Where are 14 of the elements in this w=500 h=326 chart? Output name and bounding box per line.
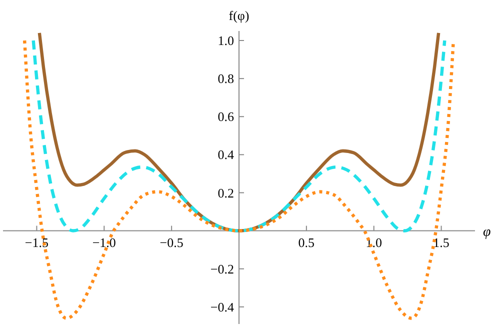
y-tick-label: 0.8 xyxy=(218,71,234,86)
x-tick-label: 1.5 xyxy=(433,234,450,250)
x-tick-label: 0.5 xyxy=(298,234,315,250)
x-tick-label: −1.0 xyxy=(92,234,116,250)
y-tick-label: 1.0 xyxy=(218,33,234,48)
y-tick-label: −0.2 xyxy=(210,261,234,276)
x-tick-label: −0.5 xyxy=(160,234,184,250)
x-tick-label: −1.5 xyxy=(24,234,49,250)
y-axis-title: f(φ) xyxy=(228,8,250,23)
y-tick-label: 0.4 xyxy=(218,147,234,162)
y-tick-label: 0.2 xyxy=(218,185,234,200)
x-axis-title: φ xyxy=(483,224,491,240)
y-tick-label: −0.4 xyxy=(210,299,234,314)
y-tick-label: 0.6 xyxy=(218,109,234,124)
